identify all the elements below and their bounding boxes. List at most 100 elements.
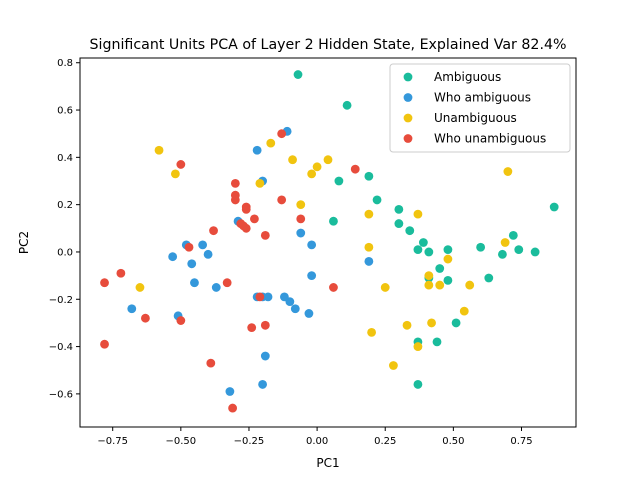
data-point — [184, 242, 194, 252]
data-point — [168, 252, 178, 262]
data-point — [198, 240, 208, 250]
data-point — [413, 342, 423, 351]
data-point — [405, 226, 415, 236]
x-axis-ticks: −0.75 −0.50 −0.25 0.00 0.25 0.50 0.75 — [97, 427, 533, 447]
legend-marker — [403, 72, 413, 82]
data-point — [549, 202, 559, 212]
data-point — [342, 100, 352, 110]
series-3 — [135, 138, 513, 370]
data-point — [250, 214, 259, 224]
legend-marker — [403, 113, 413, 123]
x-tick-label: −0.75 — [97, 436, 128, 447]
points-layer — [100, 70, 559, 413]
data-point — [424, 271, 434, 281]
x-axis-label: PC1 — [316, 456, 339, 470]
y-tick-label: −0.6 — [49, 389, 73, 400]
x-tick-label: −0.50 — [166, 436, 197, 447]
data-point — [211, 283, 221, 292]
y-tick-label: 0.4 — [57, 153, 73, 164]
chart-title: Significant Units PCA of Layer 2 Hidden … — [90, 37, 567, 53]
data-point — [413, 380, 423, 389]
data-point — [252, 145, 262, 155]
data-point — [260, 351, 270, 361]
data-point — [293, 70, 303, 79]
data-point — [304, 309, 314, 318]
data-point — [225, 387, 235, 396]
data-point — [424, 247, 434, 257]
data-point — [364, 242, 374, 252]
data-point — [364, 209, 374, 219]
data-point — [190, 278, 199, 288]
data-point — [170, 169, 180, 179]
data-point — [241, 204, 251, 214]
y-axis-label: PC2 — [17, 231, 31, 254]
data-point — [500, 238, 510, 247]
data-point — [364, 257, 374, 266]
data-point — [394, 219, 404, 228]
data-point — [443, 254, 453, 264]
data-point — [228, 403, 238, 413]
data-point — [247, 323, 257, 333]
data-point — [418, 238, 428, 247]
data-point — [116, 268, 126, 278]
legend-entries: Ambiguous Who ambiguous Unambiguous Who una… — [403, 70, 546, 146]
data-point — [260, 320, 270, 330]
data-point — [154, 145, 164, 155]
x-tick-label: 0.75 — [510, 436, 532, 447]
data-point — [435, 280, 445, 290]
legend-entry: Ambiguous — [403, 70, 501, 84]
legend-marker — [403, 134, 413, 143]
data-point — [514, 245, 524, 255]
legend-entry: Unambiguous — [403, 111, 517, 125]
data-point — [290, 304, 300, 314]
data-point — [503, 167, 513, 176]
data-point — [266, 138, 276, 148]
y-tick-label: 0.2 — [57, 200, 73, 211]
data-point — [307, 169, 317, 179]
data-point — [329, 283, 338, 292]
data-point — [476, 242, 486, 252]
x-tick-label: −0.25 — [234, 436, 265, 447]
y-tick-label: −0.2 — [49, 295, 73, 306]
data-point — [263, 292, 273, 302]
data-point — [364, 171, 374, 181]
data-point — [413, 209, 423, 219]
y-axis-ticks: −0.6 −0.4 −0.2 0.0 0.2 0.4 0.6 0.8 — [49, 58, 80, 400]
data-point — [206, 358, 216, 368]
data-point — [260, 231, 270, 240]
data-point — [203, 249, 213, 259]
data-point — [402, 320, 412, 330]
y-tick-label: 0.0 — [57, 247, 73, 258]
data-point — [424, 280, 434, 290]
data-point — [255, 178, 265, 188]
data-point — [255, 292, 265, 302]
data-point — [100, 278, 109, 288]
legend-entry: Who unambiguous — [403, 132, 546, 146]
data-point — [459, 306, 469, 316]
data-point — [277, 129, 287, 139]
data-point — [288, 155, 297, 165]
data-point — [334, 176, 344, 186]
legend-label: Ambiguous — [434, 70, 501, 84]
data-point — [389, 361, 398, 370]
data-point — [296, 200, 306, 210]
data-point — [443, 275, 453, 285]
data-point — [498, 249, 507, 259]
x-tick-label: 0.50 — [442, 436, 464, 447]
data-point — [176, 316, 186, 325]
data-point — [427, 318, 436, 328]
legend-box — [389, 63, 571, 153]
series-4 — [100, 129, 360, 413]
data-point — [307, 240, 317, 250]
data-point — [394, 204, 404, 214]
data-point — [277, 195, 287, 205]
data-point — [296, 214, 306, 224]
data-point — [530, 247, 540, 257]
data-point — [380, 283, 390, 292]
data-point — [435, 264, 445, 273]
data-point — [323, 155, 333, 165]
data-point — [100, 339, 109, 349]
legend-label: Who ambiguous — [434, 91, 531, 105]
x-tick-label: 0.25 — [374, 436, 396, 447]
